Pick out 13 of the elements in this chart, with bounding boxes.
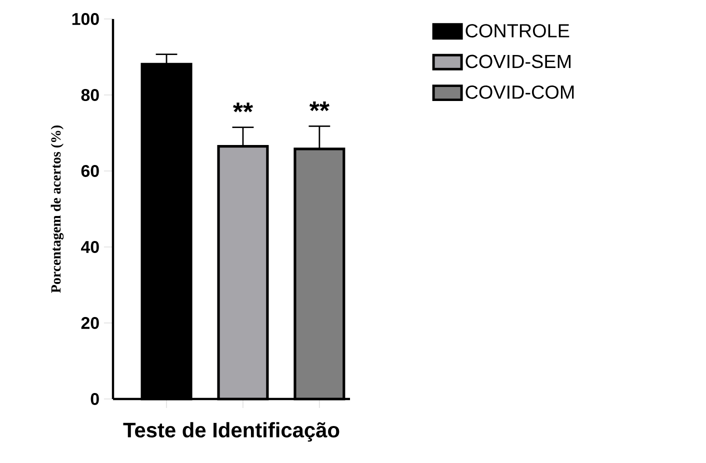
y-tick-label: 0 xyxy=(90,392,99,405)
annotation: ** xyxy=(309,102,330,112)
x-axis-title: Teste de Identificação xyxy=(123,422,340,442)
y-tick-label: 20 xyxy=(81,316,99,329)
legend-label: CONTROLE xyxy=(466,24,570,38)
y-tick-label: 40 xyxy=(81,240,99,253)
y-axis-title: Porcentagem de acertos (%) xyxy=(50,125,64,293)
annotation: ** xyxy=(232,102,254,112)
y-tick-label: 100 xyxy=(72,12,99,25)
y-tick-label: 60 xyxy=(81,164,99,177)
legend-label: COVID-COM xyxy=(466,85,574,99)
y-tick-label: 80 xyxy=(81,88,99,101)
legend-label: COVID-SEM xyxy=(466,54,570,68)
